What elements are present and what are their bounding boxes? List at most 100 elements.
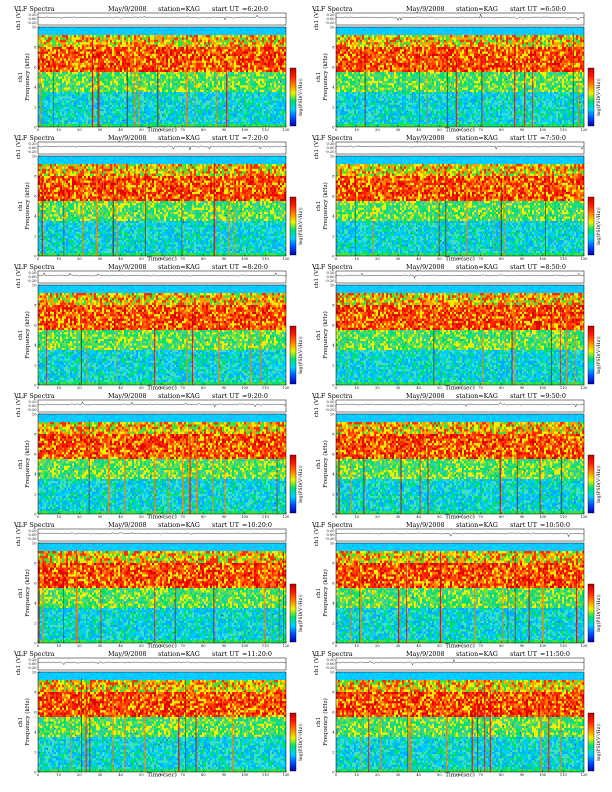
- frequency-tick-label: 2: [34, 492, 36, 496]
- frequency-tick-label: 4: [34, 472, 37, 476]
- date-label: May/9/2008: [108, 521, 147, 529]
- frequency-tick-label: 10: [330, 412, 335, 416]
- frequency-tick-label: 6: [34, 710, 37, 714]
- time-tick-label: 50: [437, 773, 442, 777]
- start-label: start UT: [510, 650, 538, 658]
- channel-label: ch1: [316, 717, 322, 727]
- spectrogram-panel: VLF Spectra May/9/2008 station=KAG start UT…: [8, 131, 308, 261]
- time-tick-label: 70: [478, 773, 483, 777]
- time-tick-label: 80: [201, 773, 206, 777]
- spectrogram-svg: VLF Spectra May/9/2008 station=KAG start UT…: [8, 260, 308, 390]
- waveform-frame: [336, 142, 584, 154]
- waveform-axis-label: ch1 (V): [15, 397, 22, 417]
- waveform-axis-label: ch1 (V): [313, 397, 320, 417]
- channel-label: ch1: [316, 588, 322, 598]
- frequency-tick-label: 10: [32, 283, 37, 287]
- start-time-value: =9:50:0: [540, 392, 566, 400]
- spectrogram-image: [38, 672, 286, 772]
- frequency-tick-label: 6: [332, 452, 335, 456]
- date-label: May/9/2008: [108, 5, 147, 13]
- spectrogram-svg: VLF Spectra May/9/2008 station=KAG start UT…: [8, 2, 308, 132]
- date-label: May/9/2008: [406, 5, 445, 13]
- station-label: station=KAG: [158, 392, 200, 400]
- colorbar: [290, 326, 296, 384]
- frequency-tick-label: 2: [332, 492, 334, 496]
- frequency-tick-label: 2: [332, 621, 334, 625]
- channel-label: ch1: [18, 717, 24, 727]
- frequency-tick-label: 4: [332, 601, 335, 605]
- spectrogram-image: [336, 27, 584, 127]
- channel-label: ch1: [18, 201, 24, 211]
- colorbar-label: log(PSD(V²/Hz)): [297, 723, 304, 761]
- time-tick-label: 10: [56, 773, 61, 777]
- station-label: station=KAG: [158, 5, 200, 13]
- colorbar-label: log(PSD(V²/Hz)): [297, 78, 304, 116]
- frequency-tick-label: 10: [330, 541, 335, 545]
- station-label: station=KAG: [456, 263, 498, 271]
- frequency-tick-label: 8: [34, 303, 37, 307]
- colorbar: [290, 455, 296, 513]
- time-tick-label: 90: [222, 773, 227, 777]
- start-label: start UT: [212, 134, 240, 142]
- channel-label: ch1: [18, 330, 24, 340]
- frequency-tick-label: 8: [332, 45, 335, 49]
- frequency-tick-label: 2: [332, 105, 334, 109]
- frequency-axis-label: Frequency (kHz): [322, 311, 329, 359]
- frequency-tick-label: 6: [34, 323, 37, 327]
- frequency-axis-label: Frequency (kHz): [24, 698, 31, 746]
- time-tick-label: 20: [375, 773, 380, 777]
- spectrogram-image: [336, 156, 584, 256]
- colorbar: [290, 713, 296, 771]
- spectrogram-image: [336, 285, 584, 385]
- time-tick-label: 20: [77, 773, 82, 777]
- frequency-tick-label: 4: [34, 730, 37, 734]
- frequency-tick-label: 6: [332, 581, 335, 585]
- channel-label: ch1: [18, 588, 24, 598]
- frequency-axis-label: Frequency (kHz): [24, 311, 31, 359]
- time-tick-label: 100: [241, 773, 249, 777]
- frequency-axis-label: Frequency (kHz): [24, 569, 31, 617]
- colorbar: [588, 326, 594, 384]
- frequency-tick-label: 2: [332, 363, 334, 367]
- spectrogram-svg: VLF Spectra May/9/2008 station=KAG start UT…: [306, 389, 606, 519]
- frequency-tick-label: 8: [332, 561, 335, 565]
- start-label: start UT: [510, 521, 538, 529]
- frequency-tick-label: 8: [34, 174, 37, 178]
- frequency-tick-label: 8: [332, 303, 335, 307]
- spectrogram-panel: VLF Spectra May/9/2008 station=KAG start UT…: [306, 389, 606, 519]
- frequency-tick-label: 10: [330, 670, 335, 674]
- frequency-tick-label: 4: [34, 85, 37, 89]
- time-tick-label: 90: [520, 773, 525, 777]
- frequency-tick-label: 4: [332, 343, 335, 347]
- colorbar: [588, 584, 594, 642]
- frequency-tick-label: 2: [332, 234, 334, 238]
- colorbar-label: log(PSD(V²/Hz)): [297, 207, 304, 245]
- waveform-axis-label: ch1 (V): [15, 655, 22, 675]
- start-time-value: =8:20:0: [242, 263, 268, 271]
- frequency-axis-label: Frequency (kHz): [322, 182, 329, 230]
- time-tick-label: 40: [416, 773, 421, 777]
- time-tick-label: 120: [581, 773, 589, 777]
- frequency-axis-label: Frequency (kHz): [24, 182, 31, 230]
- time-tick-label: 40: [118, 773, 123, 777]
- waveform-frame: [38, 13, 286, 25]
- colorbar-label: log(PSD(V²/Hz)): [595, 207, 602, 245]
- date-label: May/9/2008: [406, 392, 445, 400]
- waveform-axis-label: ch1 (V): [313, 268, 320, 288]
- spectrogram-image: [336, 543, 584, 643]
- colorbar: [588, 197, 594, 255]
- date-label: May/9/2008: [108, 392, 147, 400]
- time-tick-label: 10: [354, 773, 359, 777]
- start-time-value: =7:50:0: [540, 134, 566, 142]
- frequency-tick-label: 2: [332, 750, 334, 754]
- frequency-axis-label: Frequency (kHz): [322, 53, 329, 101]
- spectrogram-panel: VLF Spectra May/9/2008 station=KAG start UT…: [8, 2, 308, 132]
- colorbar-label: log(PSD(V²/Hz)): [595, 723, 602, 761]
- frequency-axis-label: Frequency (kHz): [322, 698, 329, 746]
- frequency-tick-label: 2: [34, 750, 36, 754]
- frequency-tick-label: 8: [332, 432, 335, 436]
- station-label: station=KAG: [456, 134, 498, 142]
- waveform-axis-label: ch1 (V): [313, 139, 320, 159]
- spectrogram-panel: VLF Spectra May/9/2008 station=KAG start UT…: [8, 389, 308, 519]
